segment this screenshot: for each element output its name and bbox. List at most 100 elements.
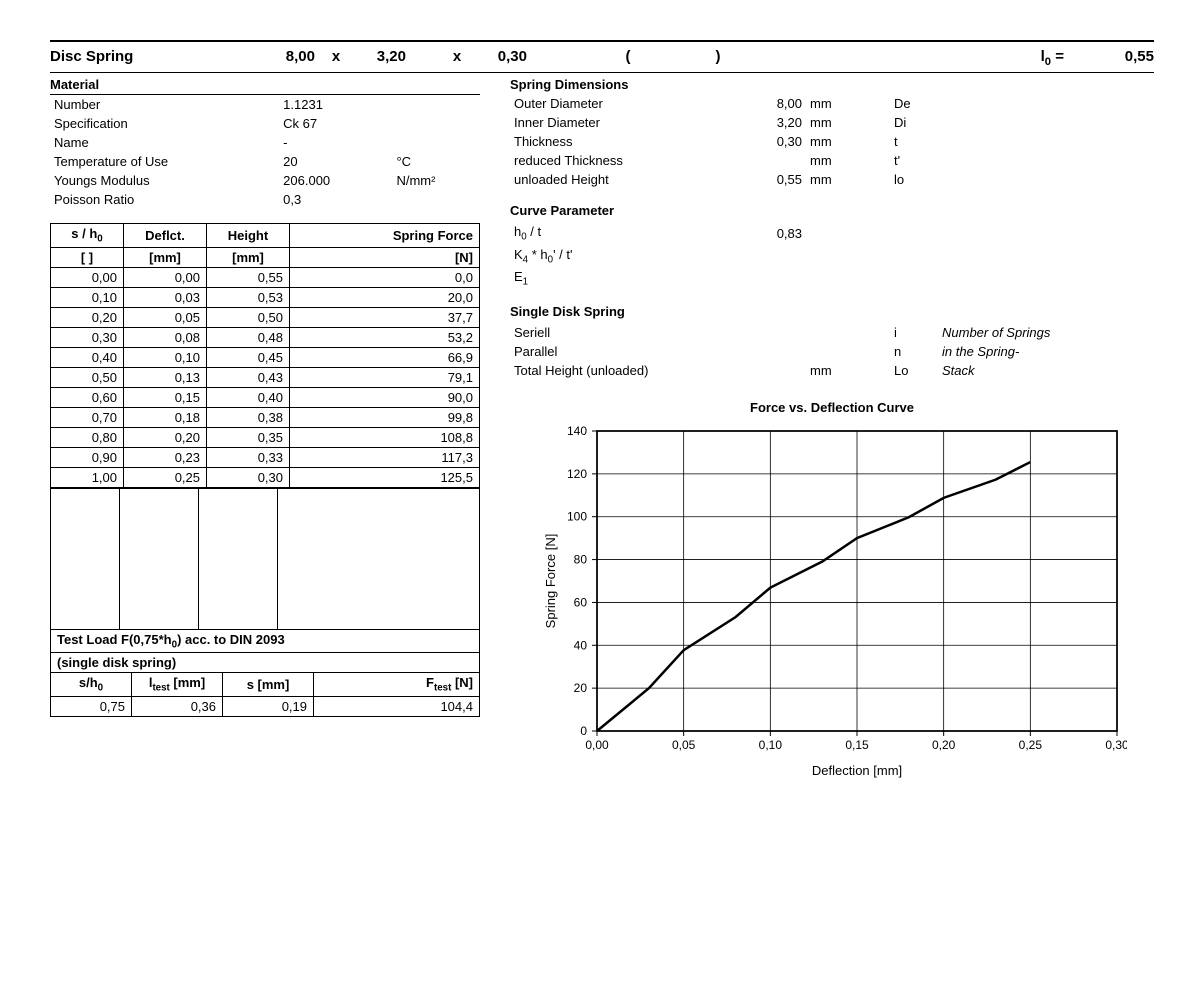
svg-text:140: 140 [567, 424, 587, 438]
dt-h4b: [N] [290, 247, 480, 267]
svg-text:0,05: 0,05 [672, 738, 696, 752]
dim-unit: mm [806, 94, 854, 113]
dim-symbol: t [854, 132, 938, 151]
left-column: Material Number1.1231SpecificationCk 67N… [50, 73, 480, 781]
hdr-paren-open: ( [613, 48, 643, 65]
dt-h2b: [mm] [124, 247, 207, 267]
svg-text:0: 0 [580, 724, 587, 738]
dimensions-heading: Spring Dimensions [510, 73, 1154, 94]
single-unit [806, 342, 854, 361]
material-label: Youngs Modulus [50, 171, 279, 190]
material-value: Ck 67 [279, 114, 392, 133]
cp-value [748, 267, 806, 290]
dim-label: Inner Diameter [510, 113, 748, 132]
single-unit: mm [806, 361, 854, 380]
table-row: 0,500,130,4379,1 [51, 367, 480, 387]
single-label: Seriell [510, 323, 748, 342]
cp-value: 0,83 [748, 222, 806, 245]
right-column: Spring Dimensions Outer Diameter8,00mmDe… [510, 73, 1154, 781]
force-deflection-chart: 0,000,050,100,150,200,250,30020406080100… [537, 421, 1127, 781]
single-note: in the Spring- [938, 342, 1154, 361]
table-row: 0,300,080,4853,2 [51, 327, 480, 347]
tl-h1: s/h0 [51, 673, 132, 697]
chart-title: Force vs. Deflection Curve [510, 400, 1154, 415]
material-heading: Material [50, 73, 480, 95]
material-unit: °C [392, 152, 480, 171]
dim-symbol: lo [854, 170, 938, 189]
material-value: 206.000 [279, 171, 392, 190]
material-label: Number [50, 95, 279, 114]
dimensions-table: Outer Diameter8,00mmDeInner Diameter3,20… [510, 94, 1154, 189]
header-bar: Disc Spring 8,00 x 3,20 x 0,30 ( ) l0 = … [50, 40, 1154, 73]
single-symbol: n [854, 342, 938, 361]
dim-value: 0,30 [748, 132, 806, 151]
testload-title2: (single disk spring) [51, 653, 480, 673]
single-note: Stack [938, 361, 1154, 380]
dt-h1b: [ ] [51, 247, 124, 267]
tl-h2: ltest [mm] [132, 673, 223, 697]
dim-unit: mm [806, 151, 854, 170]
svg-text:0,25: 0,25 [1019, 738, 1043, 752]
table-row: 0,200,050,5037,7 [51, 307, 480, 327]
single-heading: Single Disk Spring [510, 304, 1154, 319]
dim-unit: mm [806, 132, 854, 151]
table-row: 0,900,230,33117,3 [51, 447, 480, 467]
single-value [748, 361, 806, 380]
tl-h3: s [mm] [223, 673, 314, 697]
table-row: 0,700,180,3899,8 [51, 407, 480, 427]
material-unit [392, 114, 480, 133]
svg-text:40: 40 [574, 638, 588, 652]
table-row: 0,100,030,5320,0 [51, 287, 480, 307]
svg-text:Spring Force [N]: Spring Force [N] [543, 533, 558, 628]
material-table: Number1.1231SpecificationCk 67Name-Tempe… [50, 95, 480, 209]
tl-v4: 104,4 [314, 696, 480, 716]
dt-h1a: s / h0 [51, 224, 124, 248]
table-row: 0,600,150,4090,0 [51, 387, 480, 407]
svg-text:20: 20 [574, 681, 588, 695]
hdr-x2: x [442, 48, 472, 65]
single-unit [806, 323, 854, 342]
cp-label: E1 [510, 267, 748, 290]
single-label: Parallel [510, 342, 748, 361]
material-label: Name [50, 133, 279, 152]
dt-h4a: Spring Force [290, 224, 480, 248]
dim-value: 8,00 [748, 94, 806, 113]
svg-text:0,15: 0,15 [845, 738, 869, 752]
hdr-d3: 0,30 [472, 48, 533, 65]
svg-text:80: 80 [574, 552, 588, 566]
hdr-l0-label: l0 = [1014, 48, 1064, 68]
material-unit [392, 190, 480, 209]
svg-text:0,30: 0,30 [1105, 738, 1127, 752]
deflection-table: s / h0 Deflct. Height Spring Force [ ] [… [50, 223, 480, 488]
single-note: Number of Springs [938, 323, 1154, 342]
svg-text:Deflection [mm]: Deflection [mm] [812, 763, 902, 778]
tl-v3: 0,19 [223, 696, 314, 716]
material-unit [392, 133, 480, 152]
dim-value: 3,20 [748, 113, 806, 132]
material-unit: N/mm² [392, 171, 480, 190]
tl-v1: 0,75 [51, 696, 132, 716]
dim-unit: mm [806, 170, 854, 189]
testload-title1: Test Load F(0,75*h0) acc. to DIN 2093 [51, 629, 480, 653]
cp-label: h0 / t [510, 222, 748, 245]
dim-label: Thickness [510, 132, 748, 151]
dim-value: 0,55 [748, 170, 806, 189]
table-row: 0,000,000,550,0 [51, 267, 480, 287]
dt-h2a: Deflct. [124, 224, 207, 248]
single-label: Total Height (unloaded) [510, 361, 748, 380]
curveparam-heading: Curve Parameter [510, 203, 1154, 218]
single-value [748, 342, 806, 361]
material-value: - [279, 133, 392, 152]
material-label: Poisson Ratio [50, 190, 279, 209]
table-row: 0,400,100,4566,9 [51, 347, 480, 367]
dt-h3a: Height [207, 224, 290, 248]
material-label: Specification [50, 114, 279, 133]
hdr-x1: x [321, 48, 351, 65]
tl-v2: 0,36 [132, 696, 223, 716]
svg-text:100: 100 [567, 509, 587, 523]
svg-text:0,20: 0,20 [932, 738, 956, 752]
material-value: 0,3 [279, 190, 392, 209]
material-unit [392, 95, 480, 114]
cp-value [748, 245, 806, 268]
single-symbol: Lo [854, 361, 938, 380]
